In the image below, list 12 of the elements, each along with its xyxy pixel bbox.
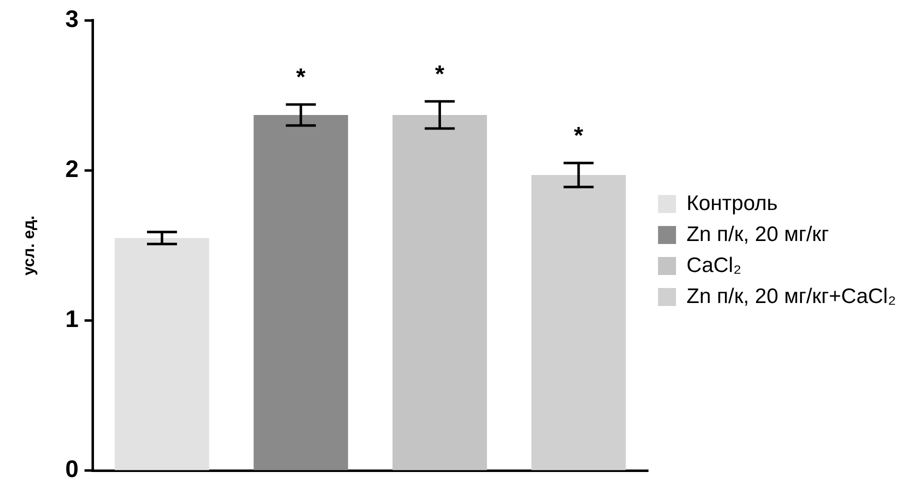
y-tick-label: 0 [65, 456, 79, 484]
legend-label: Zn п/к, 20 мг/кг [686, 222, 830, 246]
data-label: * [574, 122, 584, 150]
y-tick-label: 3 [65, 6, 79, 34]
legend-label: Контроль [686, 192, 778, 215]
y-axis-title: усл. ед. [21, 216, 38, 276]
legend-label: CaCl₂ [686, 254, 742, 277]
y-tick-label: 1 [65, 306, 79, 334]
y-tick-label: 2 [65, 156, 79, 184]
legend-label: Zn п/к, 20 мг/кг+CaCl₂ [686, 284, 896, 308]
data-label: * [435, 61, 446, 88]
data-label: * [296, 64, 306, 92]
